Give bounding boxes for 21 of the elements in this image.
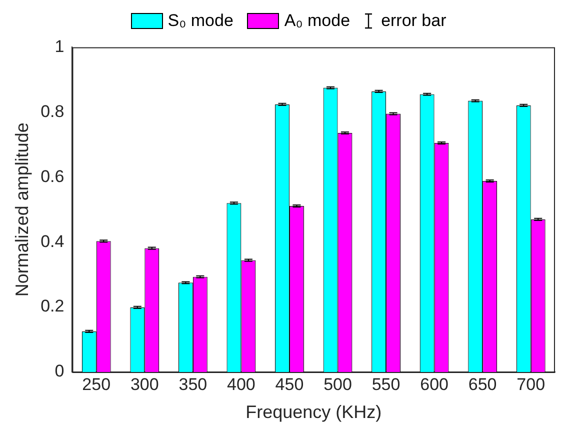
x-tick-label: 650	[468, 374, 497, 394]
x-tick-label: 300	[130, 374, 159, 394]
y-tick-label: 0.6	[40, 166, 64, 186]
y-tick-label: 0.4	[40, 232, 64, 251]
y-tick-label: 0	[54, 362, 64, 381]
x-tick-label: 700	[516, 374, 546, 394]
x-tick-label: 600	[420, 374, 448, 394]
x-axis-title: Frequency (KHz)	[246, 402, 382, 422]
x-tick-label: 350	[178, 374, 208, 394]
y-tick-label: 1	[54, 36, 64, 56]
y-tick-label: 0.8	[40, 102, 64, 121]
legend-label: A₀ mode	[284, 11, 350, 31]
text: error bar	[381, 11, 446, 31]
x-tick-label: 550	[372, 374, 400, 394]
y-axis-title: Normalized amplitude	[12, 122, 32, 297]
y-tick-label: 0.2	[40, 296, 64, 316]
legend-label: S₀ mode	[168, 11, 234, 31]
x-tick-label: 500	[324, 374, 352, 394]
x-tick-label: 400	[227, 374, 256, 394]
x-tick-label: 250	[82, 374, 111, 394]
x-tick-label: 450	[275, 374, 304, 394]
